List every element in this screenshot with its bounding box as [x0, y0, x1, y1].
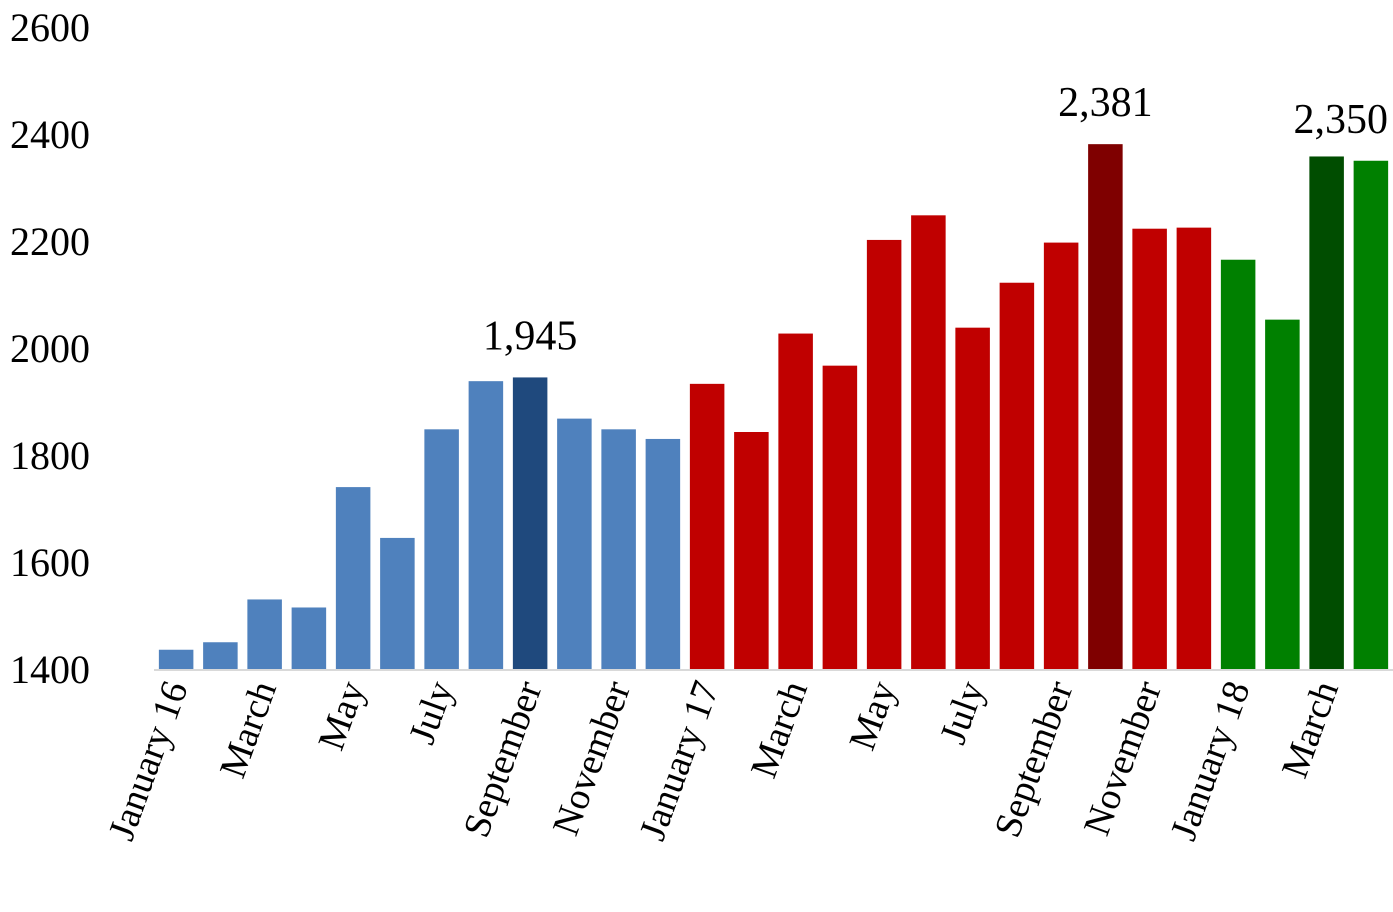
- x-tick-label: March: [212, 676, 285, 784]
- bar: [247, 599, 282, 669]
- x-tick-label: January 17: [631, 676, 727, 846]
- bar: [557, 418, 592, 669]
- bar: [335, 487, 371, 669]
- x-axis-labels: January 16 March May JulySeptemberNovemberJ…: [100, 675, 1347, 845]
- y-axis: 1400 1600 1800 2000 2200 2400 2600: [10, 5, 90, 692]
- x-tick-label: November: [1076, 675, 1170, 840]
- bar: [1353, 160, 1389, 669]
- bar: [1088, 144, 1123, 669]
- bar: [822, 365, 858, 669]
- bar: [512, 377, 548, 669]
- x-tick-label: May: [310, 676, 373, 756]
- y-tick-label: 2600: [10, 5, 90, 50]
- x-tick-label: January 18: [1162, 676, 1258, 846]
- data-label: 1,945: [483, 313, 578, 359]
- x-tick-label: July: [932, 676, 993, 750]
- x-tick-label: September: [987, 675, 1082, 842]
- bar: [1220, 259, 1256, 669]
- bar: [911, 215, 946, 669]
- x-tick-label: March: [743, 676, 816, 784]
- x-tick-label: November: [545, 675, 639, 840]
- bar: [689, 383, 725, 669]
- bar: [1176, 227, 1212, 670]
- y-tick-label: 1800: [10, 433, 90, 478]
- bar: [734, 432, 769, 669]
- x-tick-label: March: [1274, 676, 1347, 784]
- bar: [1265, 319, 1300, 669]
- bar: [866, 239, 902, 669]
- x-tick-label: May: [841, 676, 904, 756]
- data-label: 2,381: [1058, 80, 1153, 126]
- data-label: 2,350: [1294, 97, 1389, 143]
- bar: [601, 429, 636, 669]
- bar: [1309, 156, 1344, 670]
- y-tick-label: 2000: [10, 326, 90, 371]
- bar: [1132, 228, 1167, 669]
- y-tick-label: 2200: [10, 219, 90, 264]
- bar: [468, 381, 504, 669]
- bar: [380, 537, 415, 669]
- y-tick-label: 1400: [10, 647, 90, 692]
- bar: [645, 438, 681, 669]
- bar: [291, 607, 327, 669]
- x-tick-label: January 16: [100, 676, 196, 846]
- bar: [424, 429, 459, 669]
- data-labels: 1,945 2,381 2,350: [483, 80, 1388, 359]
- bars-group: [158, 144, 1389, 670]
- bar: [158, 649, 194, 669]
- y-tick-label: 2400: [10, 112, 90, 157]
- x-tick-label: July: [401, 676, 462, 750]
- bar: [955, 327, 990, 669]
- x-tick-label: September: [456, 675, 551, 842]
- bar: [1043, 242, 1079, 669]
- bar: [778, 333, 813, 669]
- y-tick-label: 1600: [10, 540, 90, 585]
- bar: [203, 642, 238, 669]
- bar: [999, 282, 1035, 669]
